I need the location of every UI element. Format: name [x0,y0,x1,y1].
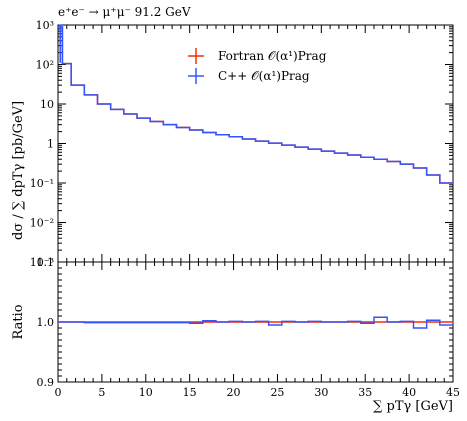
main-y-tick-label: 10⁻³ [30,256,54,269]
main-y-tick-label: 10⁻² [30,217,54,230]
main-axis-ticks: 10³ 10² 10 1 10⁻¹ 10⁻² 10⁻³ [30,19,454,269]
main-y-axis-label: dσ / ∑ dpTγ [pb/GeV] [11,101,26,240]
main-series-layer [58,24,453,184]
ratio-y-tick-label: 0.9 [37,376,55,389]
x-tick-label: 30 [314,386,328,399]
ratio-axis-ticks: 0 5 10 15 20 25 30 35 40 45 0.9 1.0 1.1 [37,256,461,399]
main-y-tick-label: 10³ [36,19,54,32]
x-axis-label: ∑ pTγ [GeV] [373,399,453,414]
main-y-tick-label: 10 [40,98,54,111]
x-tick-label: 20 [227,386,241,399]
x-tick-label: 0 [55,386,62,399]
ratio-y-tick-label: 1.1 [37,256,55,269]
legend-entry-fortran: Fortran 𝒪(α¹)Prag [188,48,327,64]
legend-entry-cpp: C++ 𝒪(α¹)Prag [188,68,310,84]
main-y-tick-label: 10⁻¹ [30,177,54,190]
ratio-y-axis-label: Ratio [11,304,26,339]
legend: Fortran 𝒪(α¹)Prag C++ 𝒪(α¹)Prag [188,48,327,84]
ratio-series-layer [58,316,453,329]
x-tick-label: 10 [139,386,153,399]
x-tick-label: 45 [446,386,460,399]
x-tick-label: 15 [183,386,197,399]
x-tick-label: 5 [98,386,105,399]
ratio-y-tick-label: 1.0 [37,316,55,329]
x-tick-label: 35 [358,386,372,399]
main-y-tick-label: 1 [47,138,54,151]
plot-title: e⁺e⁻ → μ⁺μ⁻ 91.2 GeV [58,5,191,19]
x-tick-label: 25 [270,386,284,399]
legend-label-fortran: Fortran 𝒪(α¹)Prag [218,49,327,63]
legend-label-cpp: C++ 𝒪(α¹)Prag [218,69,310,83]
x-tick-label: 40 [402,386,416,399]
main-y-tick-label: 10² [36,59,54,72]
ratio-line-cpp [58,316,453,329]
series-line-cpp [58,26,453,184]
